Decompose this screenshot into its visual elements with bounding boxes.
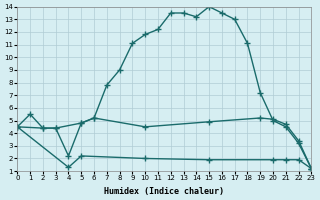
X-axis label: Humidex (Indice chaleur): Humidex (Indice chaleur): [104, 187, 224, 196]
